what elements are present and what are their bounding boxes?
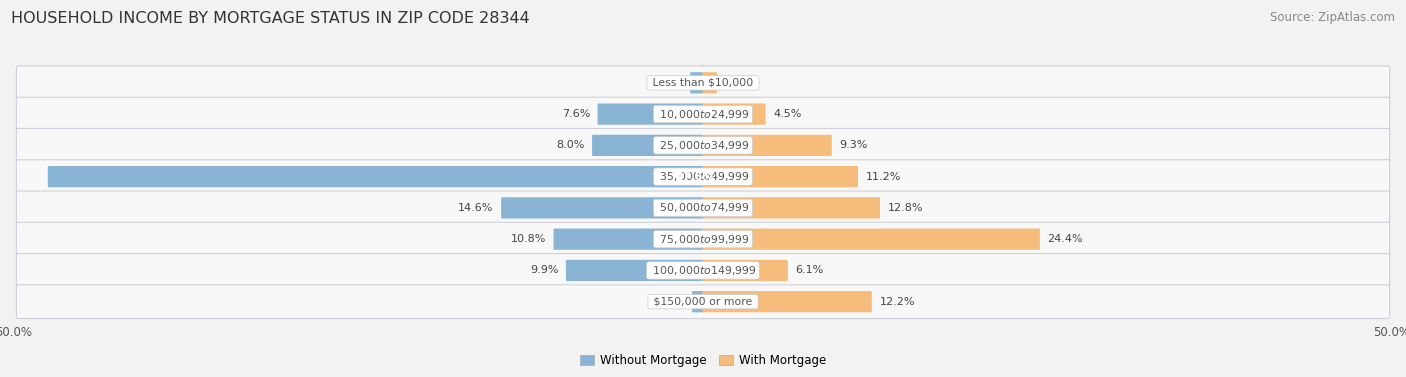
FancyBboxPatch shape xyxy=(598,103,703,125)
FancyBboxPatch shape xyxy=(703,103,766,125)
Text: 0.88%: 0.88% xyxy=(647,78,682,88)
FancyBboxPatch shape xyxy=(554,228,703,250)
FancyBboxPatch shape xyxy=(565,260,703,281)
FancyBboxPatch shape xyxy=(17,254,1389,287)
FancyBboxPatch shape xyxy=(17,129,1389,162)
Text: 0.75%: 0.75% xyxy=(650,297,685,307)
FancyBboxPatch shape xyxy=(17,160,1389,193)
FancyBboxPatch shape xyxy=(48,166,703,187)
Text: 9.3%: 9.3% xyxy=(839,140,868,150)
FancyBboxPatch shape xyxy=(703,291,872,312)
Text: $100,000 to $149,999: $100,000 to $149,999 xyxy=(648,264,758,277)
FancyBboxPatch shape xyxy=(17,191,1389,225)
Text: $10,000 to $24,999: $10,000 to $24,999 xyxy=(655,107,751,121)
FancyBboxPatch shape xyxy=(703,166,858,187)
FancyBboxPatch shape xyxy=(690,72,703,93)
FancyBboxPatch shape xyxy=(703,135,832,156)
Text: 6.1%: 6.1% xyxy=(796,265,824,276)
Text: 0.96%: 0.96% xyxy=(724,78,759,88)
FancyBboxPatch shape xyxy=(501,197,703,219)
FancyBboxPatch shape xyxy=(17,97,1389,131)
Text: 9.9%: 9.9% xyxy=(530,265,558,276)
FancyBboxPatch shape xyxy=(703,228,1040,250)
FancyBboxPatch shape xyxy=(703,72,717,93)
Text: 4.5%: 4.5% xyxy=(773,109,801,119)
Text: $50,000 to $74,999: $50,000 to $74,999 xyxy=(655,201,751,215)
FancyBboxPatch shape xyxy=(17,66,1389,100)
Text: $25,000 to $34,999: $25,000 to $34,999 xyxy=(655,139,751,152)
FancyBboxPatch shape xyxy=(703,197,880,219)
FancyBboxPatch shape xyxy=(17,222,1389,256)
Text: $150,000 or more: $150,000 or more xyxy=(650,297,756,307)
Text: $75,000 to $99,999: $75,000 to $99,999 xyxy=(655,233,751,246)
Legend: Without Mortgage, With Mortgage: Without Mortgage, With Mortgage xyxy=(576,351,830,371)
FancyBboxPatch shape xyxy=(17,285,1389,319)
FancyBboxPatch shape xyxy=(703,260,787,281)
Text: 12.2%: 12.2% xyxy=(879,297,915,307)
Text: 47.5%: 47.5% xyxy=(675,172,714,182)
Text: 8.0%: 8.0% xyxy=(557,140,585,150)
Text: 12.8%: 12.8% xyxy=(887,203,924,213)
FancyBboxPatch shape xyxy=(692,291,703,312)
Text: HOUSEHOLD INCOME BY MORTGAGE STATUS IN ZIP CODE 28344: HOUSEHOLD INCOME BY MORTGAGE STATUS IN Z… xyxy=(11,11,530,26)
Text: 14.6%: 14.6% xyxy=(458,203,494,213)
Text: 10.8%: 10.8% xyxy=(510,234,546,244)
Text: 24.4%: 24.4% xyxy=(1047,234,1083,244)
Text: 11.2%: 11.2% xyxy=(866,172,901,182)
Text: Source: ZipAtlas.com: Source: ZipAtlas.com xyxy=(1270,11,1395,24)
Text: 7.6%: 7.6% xyxy=(561,109,591,119)
Text: $35,000 to $49,999: $35,000 to $49,999 xyxy=(655,170,751,183)
FancyBboxPatch shape xyxy=(592,135,703,156)
Text: Less than $10,000: Less than $10,000 xyxy=(650,78,756,88)
